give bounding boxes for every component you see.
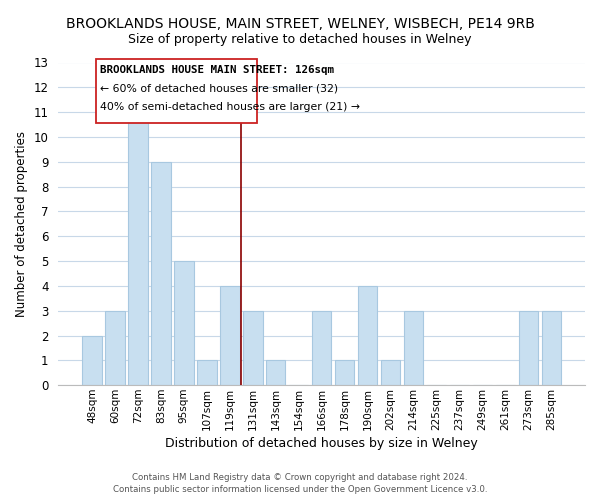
Text: Size of property relative to detached houses in Welney: Size of property relative to detached ho… bbox=[128, 32, 472, 46]
Bar bbox=[381, 360, 400, 385]
Bar bbox=[243, 310, 263, 385]
Text: BROOKLANDS HOUSE MAIN STREET: 126sqm: BROOKLANDS HOUSE MAIN STREET: 126sqm bbox=[100, 65, 334, 75]
Bar bbox=[542, 310, 561, 385]
Bar bbox=[312, 310, 331, 385]
Bar bbox=[358, 286, 377, 385]
Bar bbox=[404, 310, 423, 385]
FancyBboxPatch shape bbox=[96, 59, 257, 124]
X-axis label: Distribution of detached houses by size in Welney: Distribution of detached houses by size … bbox=[165, 437, 478, 450]
Bar bbox=[174, 261, 194, 385]
Bar bbox=[220, 286, 239, 385]
Text: BROOKLANDS HOUSE, MAIN STREET, WELNEY, WISBECH, PE14 9RB: BROOKLANDS HOUSE, MAIN STREET, WELNEY, W… bbox=[65, 18, 535, 32]
Bar bbox=[105, 310, 125, 385]
Bar bbox=[266, 360, 286, 385]
Bar bbox=[518, 310, 538, 385]
Y-axis label: Number of detached properties: Number of detached properties bbox=[15, 131, 28, 317]
Text: 40% of semi-detached houses are larger (21) →: 40% of semi-detached houses are larger (… bbox=[100, 102, 359, 112]
Bar bbox=[151, 162, 170, 385]
Text: ← 60% of detached houses are smaller (32): ← 60% of detached houses are smaller (32… bbox=[100, 84, 338, 94]
Text: Contains HM Land Registry data © Crown copyright and database right 2024.
Contai: Contains HM Land Registry data © Crown c… bbox=[113, 472, 487, 494]
Bar bbox=[128, 112, 148, 385]
Bar bbox=[82, 336, 102, 385]
Bar bbox=[197, 360, 217, 385]
Bar bbox=[335, 360, 355, 385]
